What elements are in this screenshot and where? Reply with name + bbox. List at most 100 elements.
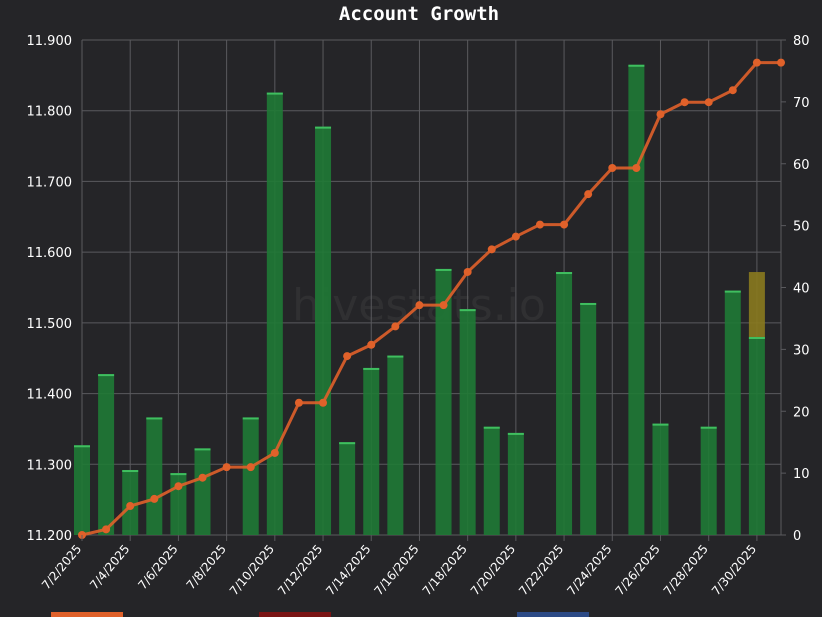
- line-point: [777, 58, 785, 67]
- bar-increase-top: [652, 423, 669, 426]
- line-point: [728, 86, 737, 95]
- bar-increase-top: [98, 374, 115, 377]
- bar-layer: [74, 64, 765, 535]
- x-tick-label: 7/6/2025: [135, 542, 180, 592]
- y-left-tick-label: 11.500: [27, 317, 73, 332]
- line-point: [487, 245, 496, 254]
- grid-layer: [81, 39, 782, 536]
- line-point: [102, 525, 111, 534]
- bar-increase-top: [339, 442, 356, 445]
- y-right-tick-label: 80: [793, 34, 810, 49]
- chart-title: Account Growth: [339, 3, 499, 25]
- bar-increase-top: [387, 355, 404, 358]
- bar-increase: [724, 290, 741, 535]
- x-tick-label: 7/8/2025: [184, 542, 229, 592]
- y-right-tick-label: 30: [793, 343, 810, 358]
- y-left-tick-label: 11.900: [27, 34, 73, 49]
- bar-increase: [98, 374, 115, 535]
- bar-increase: [435, 268, 452, 535]
- bar-increase-top: [194, 448, 211, 451]
- line-point: [680, 98, 689, 107]
- bar-increase-top: [483, 426, 500, 429]
- bar-increase-top: [122, 470, 139, 473]
- line-series-path: [81, 61, 781, 537]
- bar-increase: [363, 367, 380, 535]
- bar-increase: [459, 309, 476, 535]
- x-tick-label: 7/26/2025: [613, 542, 663, 598]
- line-point: [391, 322, 400, 331]
- line-point: [608, 163, 617, 172]
- line-point: [463, 267, 472, 276]
- legend[interactable]: [51, 612, 589, 617]
- line-point: [246, 463, 255, 472]
- x-tick-label: 7/20/2025: [468, 542, 518, 598]
- bar-increase-top: [507, 432, 524, 435]
- y-left-tick-label: 11.700: [27, 175, 73, 190]
- x-tick-label: 7/2/2025: [39, 542, 84, 592]
- line-point: [150, 494, 159, 503]
- bar-increase-top: [435, 268, 452, 271]
- bar-increase-top: [242, 417, 259, 420]
- bar-increase-top: [459, 309, 476, 312]
- line-point: [222, 463, 231, 472]
- x-tick-label: 7/28/2025: [661, 542, 711, 598]
- bar-increase: [628, 64, 645, 535]
- line-point: [584, 190, 593, 199]
- x-tick-label: 7/18/2025: [420, 542, 470, 598]
- bar-increase: [483, 426, 500, 535]
- bar-increase-top: [74, 445, 90, 448]
- y-right-tick-label: 40: [793, 282, 810, 297]
- line-layer: [78, 58, 785, 539]
- bar-increase-top: [700, 426, 717, 429]
- x-tick-label: 7/10/2025: [227, 542, 277, 598]
- line-point: [535, 220, 544, 229]
- bar-increase: [74, 445, 90, 535]
- legend-swatch[interactable]: [259, 612, 331, 617]
- bar-increase: [315, 126, 332, 535]
- line-point: [343, 352, 352, 361]
- line-point: [415, 301, 424, 310]
- bar-increase-top: [628, 64, 645, 67]
- bar-increase: [556, 272, 573, 535]
- x-tick-label: 7/12/2025: [275, 542, 325, 598]
- bar-pending: [748, 272, 765, 337]
- bar-increase: [652, 423, 669, 535]
- x-tick-label: 7/16/2025: [371, 542, 421, 598]
- y-right-tick-label: 60: [793, 158, 810, 173]
- bar-increase-top: [266, 92, 283, 95]
- bar-increase-top: [724, 290, 741, 293]
- bar-increase-top: [363, 367, 380, 370]
- line-point: [367, 340, 376, 349]
- y-right-tick-label: 50: [793, 220, 810, 235]
- line-point: [439, 301, 448, 310]
- legend-swatch[interactable]: [51, 612, 123, 617]
- line-point: [704, 98, 713, 107]
- line-point: [656, 110, 665, 119]
- legend-swatch[interactable]: [517, 612, 589, 617]
- bar-increase: [580, 302, 597, 535]
- y-left-tick-label: 11.300: [27, 458, 73, 473]
- bar-increase: [387, 355, 404, 535]
- y-left-tick-label: 11.800: [27, 105, 73, 120]
- x-tick-label: 7/4/2025: [87, 542, 132, 592]
- line-point: [511, 232, 520, 241]
- line-point: [174, 482, 183, 491]
- y-left-tick-label: 11.600: [27, 246, 73, 261]
- bar-increase-top: [170, 473, 187, 476]
- y-right-tick-label: 70: [793, 96, 810, 111]
- line-point: [752, 58, 761, 67]
- bar-increase: [242, 417, 259, 535]
- bar-increase: [146, 417, 163, 535]
- bar-increase: [700, 426, 717, 535]
- line-point: [632, 163, 641, 172]
- bar-increase: [194, 448, 211, 535]
- y-left-tick-label: 11.400: [27, 388, 73, 403]
- line-point: [270, 448, 279, 457]
- line-point: [294, 398, 303, 407]
- line-point: [198, 473, 207, 482]
- line-point: [126, 502, 135, 511]
- bar-increase: [507, 432, 524, 535]
- bar-increase-top: [315, 126, 332, 129]
